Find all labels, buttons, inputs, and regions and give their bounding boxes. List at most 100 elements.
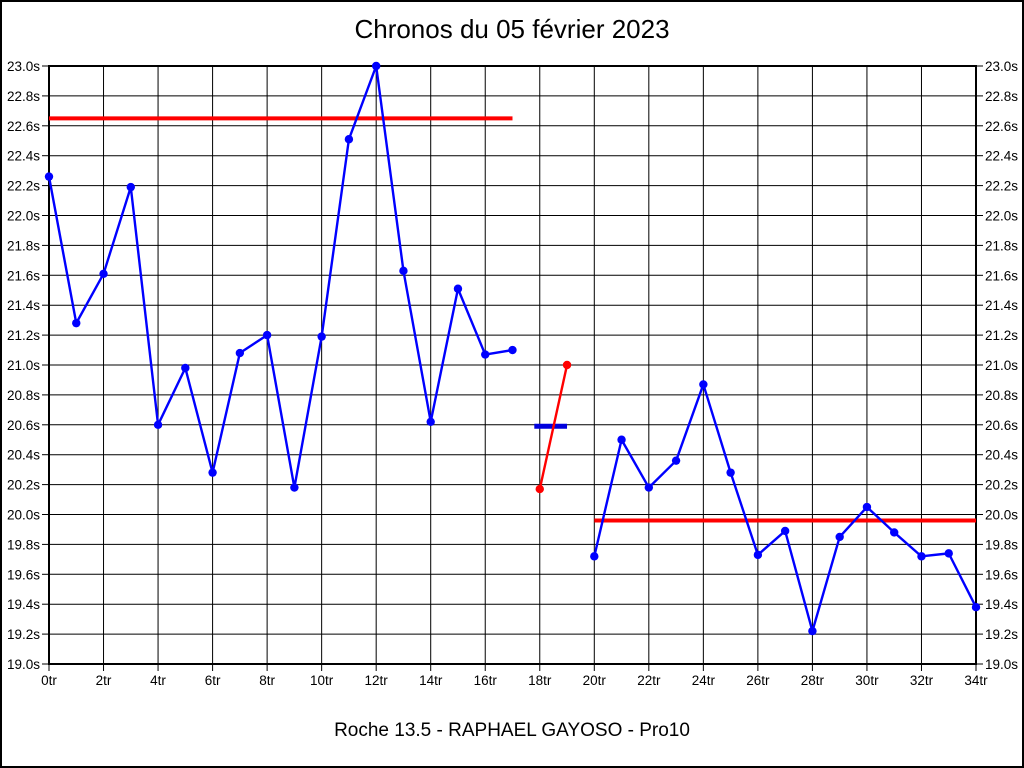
data-point-marker <box>72 318 81 328</box>
data-point-marker <box>726 468 735 477</box>
x-tick-label: 22tr <box>637 673 661 688</box>
y-tick-label-left: 19.8s <box>7 537 40 552</box>
y-tick-label-right: 22.6s <box>985 119 1018 134</box>
y-tick-label-left: 22.4s <box>7 149 40 164</box>
y-tick-label-left: 22.2s <box>7 179 40 194</box>
y-tick-label-left: 21.6s <box>7 268 40 283</box>
plot-border <box>48 65 977 665</box>
x-tick-label: 24tr <box>692 673 716 688</box>
y-tick-label-right: 22.4s <box>985 149 1018 164</box>
x-tick-label: 28tr <box>801 673 825 688</box>
y-tick-label-right: 22.2s <box>985 179 1018 194</box>
data-point-marker <box>944 549 953 558</box>
y-tick-label-left: 21.8s <box>7 238 40 253</box>
x-tick-label: 4tr <box>150 673 166 688</box>
data-point-marker <box>671 456 681 465</box>
y-tick-label-left: 21.4s <box>7 298 40 313</box>
y-tick-label-right: 20.8s <box>985 388 1018 403</box>
x-tick-label: 20tr <box>583 673 607 688</box>
pause-connector <box>538 364 569 490</box>
data-point-marker <box>99 269 108 279</box>
y-tick-label-left: 20.0s <box>7 508 40 523</box>
data-point-marker <box>617 435 626 444</box>
data-point-marker <box>481 350 490 359</box>
x-tick-label: 8tr <box>259 673 275 688</box>
y-tick-label-right: 21.6s <box>985 268 1018 283</box>
y-tick-label-left: 20.6s <box>7 418 40 433</box>
y-tick-label-right: 19.6s <box>985 567 1018 582</box>
data-point-marker <box>971 602 981 612</box>
data-point-marker <box>399 266 408 276</box>
y-tick-label-left: 20.2s <box>7 478 40 493</box>
y-tick-label-left: 19.4s <box>7 597 40 612</box>
x-tick-label: 34tr <box>964 673 988 688</box>
chart-title: Chronos du 05 février 2023 <box>354 14 670 44</box>
y-tick-label-right: 19.8s <box>985 537 1018 552</box>
data-point-marker <box>290 483 299 492</box>
y-tick-label-right: 21.0s <box>985 358 1018 373</box>
y-tick-label-right: 23.0s <box>985 59 1018 74</box>
y-tick-label-right: 22.0s <box>985 209 1018 224</box>
x-tick-label: 18tr <box>528 673 552 688</box>
y-tick-label-right: 19.2s <box>985 627 1018 642</box>
y-tick-label-right: 20.2s <box>985 478 1018 493</box>
data-point-marker <box>917 552 926 561</box>
x-tick-label: 12tr <box>365 673 389 688</box>
data-point-marker <box>235 348 245 358</box>
data-point-marker <box>344 135 354 144</box>
y-tick-label-left: 21.2s <box>7 328 40 343</box>
y-tick-label-left: 22.8s <box>7 89 40 104</box>
x-tick-label: 14tr <box>419 673 443 688</box>
x-tick-label: 26tr <box>746 673 770 688</box>
data-point-marker <box>644 483 654 492</box>
y-tick-label-right: 20.0s <box>985 508 1018 523</box>
data-point-marker <box>153 420 163 429</box>
x-tick-label: 0tr <box>41 673 57 688</box>
data-point-marker <box>890 528 899 537</box>
x-tick-label: 2tr <box>96 673 112 688</box>
chart-footer: Roche 13.5 - RAPHAEL GAYOSO - Pro10 <box>334 720 690 741</box>
y-tick-label-left: 21.0s <box>7 358 40 373</box>
data-point-marker <box>262 330 272 340</box>
data-point-marker <box>808 626 817 636</box>
y-tick-label-left: 19.0s <box>7 657 40 672</box>
data-point-marker <box>699 380 708 389</box>
x-tick-label: 32tr <box>910 673 934 688</box>
x-tick-label: 6tr <box>205 673 221 688</box>
y-tick-label-right: 20.6s <box>985 418 1018 433</box>
data-point-marker <box>590 552 599 561</box>
y-tick-label-right: 21.2s <box>985 328 1018 343</box>
data-point-marker <box>208 468 217 477</box>
data-point-marker <box>753 550 763 560</box>
connector-point-marker <box>535 484 544 494</box>
data-point-marker <box>126 182 135 192</box>
y-tick-label-right: 19.0s <box>985 657 1018 672</box>
x-tick-label: 30tr <box>855 673 879 688</box>
data-point-marker <box>453 284 463 293</box>
data-point-marker <box>44 172 54 181</box>
y-tick-label-left: 22.6s <box>7 119 40 134</box>
data-point-marker <box>862 502 872 512</box>
y-tick-label-right: 22.8s <box>985 89 1018 104</box>
x-tick-label: 10tr <box>310 673 334 688</box>
data-point-marker <box>317 332 326 341</box>
x-tick-label: 16tr <box>474 673 498 688</box>
y-tick-label-left: 22.0s <box>7 209 40 224</box>
data-point-marker <box>508 345 517 355</box>
data-point-marker <box>780 526 790 536</box>
data-point-marker <box>181 363 190 373</box>
data-point-marker <box>426 417 435 427</box>
y-tick-label-right: 20.4s <box>985 448 1018 463</box>
y-tick-label-left: 20.4s <box>7 448 40 463</box>
y-tick-label-right: 21.4s <box>985 298 1018 313</box>
data-point-marker <box>371 61 381 71</box>
y-tick-label-right: 19.4s <box>985 597 1018 612</box>
series-line-laps-second-half <box>593 383 978 633</box>
connector-point-marker <box>562 360 572 370</box>
y-tick-label-right: 21.8s <box>985 238 1018 253</box>
y-tick-label-left: 19.6s <box>7 567 40 582</box>
data-point-marker <box>835 532 844 542</box>
y-tick-label-left: 20.8s <box>7 388 40 403</box>
